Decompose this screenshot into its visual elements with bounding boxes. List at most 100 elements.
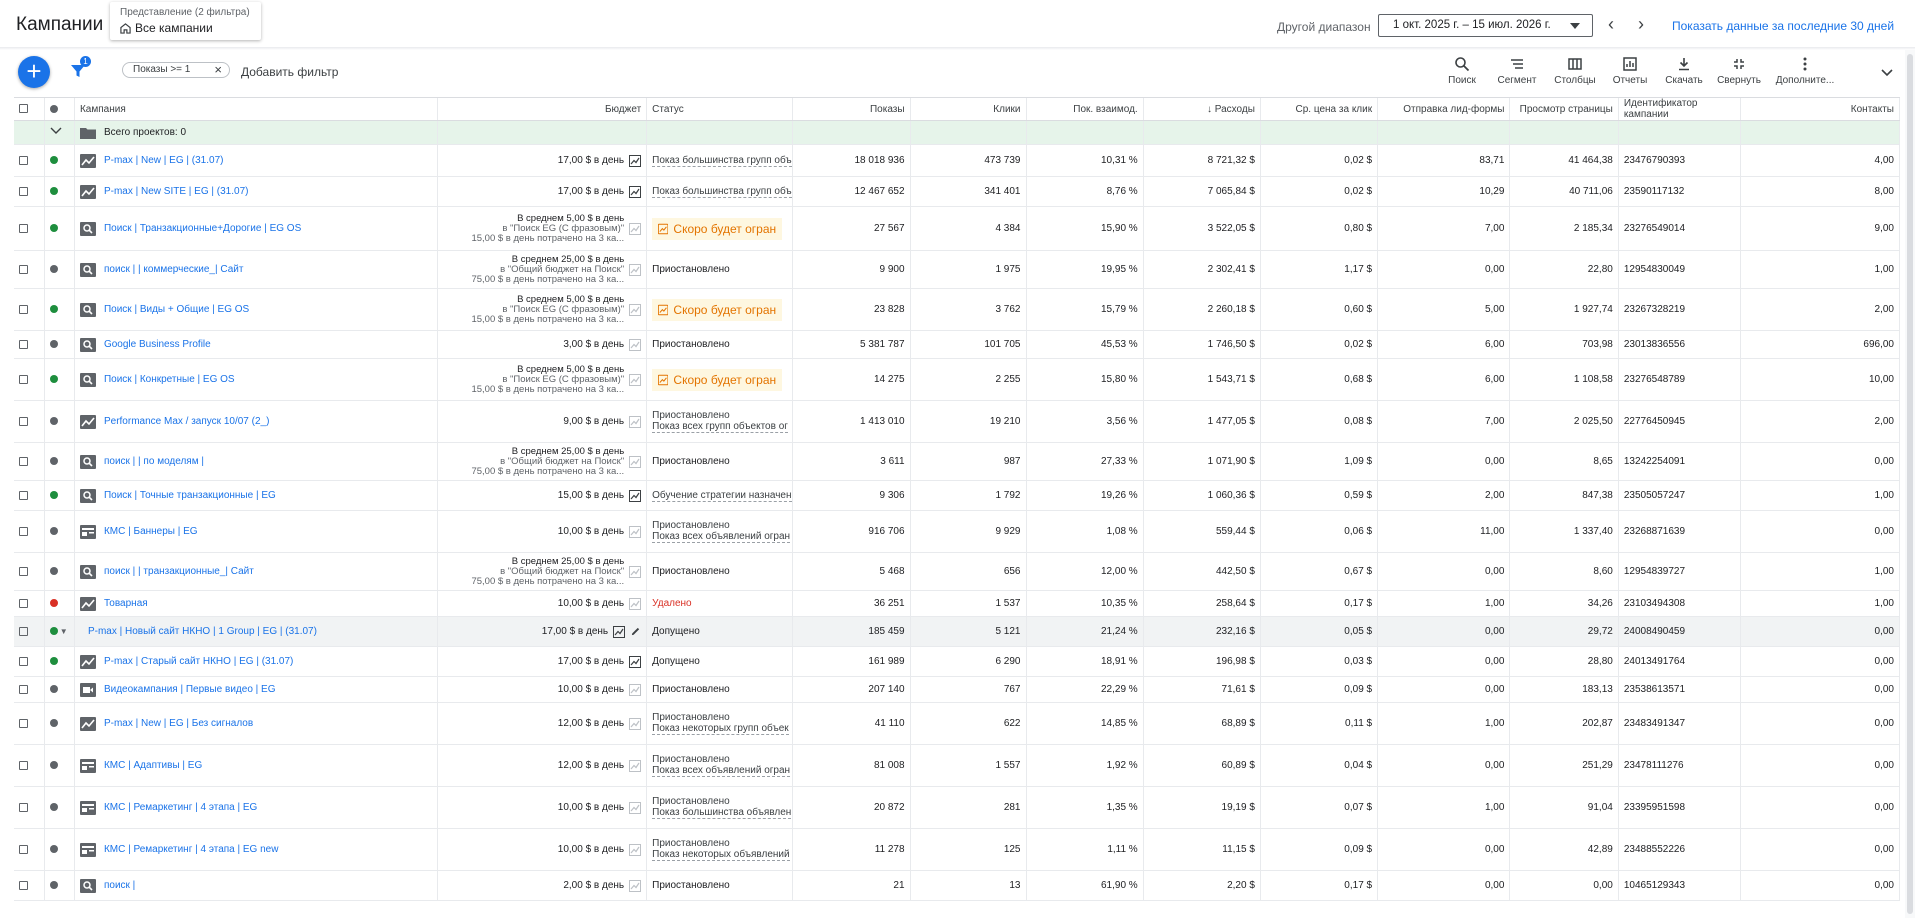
row-checkbox-cell[interactable] bbox=[14, 250, 45, 289]
budget-trend-icon[interactable] bbox=[629, 303, 642, 316]
expand-cell[interactable] bbox=[44, 120, 75, 145]
row-checkbox-cell[interactable] bbox=[14, 552, 45, 591]
budget-trend-icon[interactable] bbox=[629, 565, 642, 578]
budget-trend-icon[interactable] bbox=[629, 185, 642, 198]
row-checkbox[interactable] bbox=[19, 760, 28, 770]
table-row[interactable]: Поиск | Точные транзакционные | EG 15,00 … bbox=[14, 480, 1900, 511]
budget-trend-icon[interactable] bbox=[629, 683, 642, 696]
budget-trend-icon[interactable] bbox=[629, 655, 642, 668]
status-dot-icon[interactable] bbox=[49, 685, 58, 694]
status-dot-icon[interactable] bbox=[49, 491, 58, 500]
row-checkbox-cell[interactable] bbox=[14, 676, 45, 703]
add-button[interactable]: + bbox=[18, 56, 50, 88]
status-limited-badge[interactable]: Скоро будет огран bbox=[652, 368, 783, 391]
budget-trend-icon[interactable] bbox=[613, 625, 626, 638]
status-dot-icon[interactable] bbox=[49, 156, 58, 165]
campaign-link[interactable]: Поиск | Конкретные | EG OS bbox=[103, 374, 235, 385]
status-dot-icon[interactable] bbox=[49, 527, 58, 536]
row-status-cell[interactable] bbox=[44, 442, 75, 481]
scrollbar-thumb[interactable] bbox=[1907, 54, 1913, 914]
status-detail[interactable]: Показ всех объявлений огран bbox=[652, 531, 791, 543]
row-status-cell[interactable] bbox=[44, 786, 75, 829]
row-checkbox[interactable] bbox=[19, 566, 28, 576]
row-status-cell[interactable] bbox=[44, 144, 75, 177]
row-status-cell[interactable] bbox=[44, 552, 75, 591]
campaign-link[interactable]: КМС | Ремаркетинг | 4 этапа | EG bbox=[103, 802, 258, 813]
chevron-right-icon[interactable]: › bbox=[1638, 14, 1644, 34]
budget-trend-icon[interactable] bbox=[629, 154, 642, 167]
close-icon[interactable]: × bbox=[214, 62, 222, 77]
budget-trend-icon[interactable] bbox=[629, 263, 642, 276]
chevron-down-icon[interactable] bbox=[50, 126, 62, 136]
row-checkbox-cell[interactable] bbox=[14, 330, 45, 359]
campaign-link[interactable]: КМС | Баннеры | EG bbox=[103, 526, 198, 537]
row-status-cell[interactable] bbox=[44, 480, 75, 511]
row-checkbox[interactable] bbox=[19, 684, 28, 694]
status-dot-icon[interactable] bbox=[49, 305, 58, 314]
search-tool[interactable]: Поиск bbox=[1440, 49, 1484, 97]
row-checkbox[interactable] bbox=[19, 718, 28, 728]
table-row[interactable]: Поиск | Конкретные | EG OS В среднем 5,00… bbox=[14, 358, 1900, 401]
header-checkbox-cell[interactable] bbox=[14, 98, 45, 121]
table-row[interactable]: Google Business Profile 3,00 $ в день Прио… bbox=[14, 330, 1900, 359]
row-checkbox[interactable] bbox=[19, 223, 28, 233]
table-row[interactable]: P-max | New SITE | EG | (31.07) 17,00 $ в… bbox=[14, 176, 1900, 207]
row-status-cell[interactable] bbox=[44, 702, 75, 745]
col-campaign[interactable]: Кампания bbox=[74, 98, 438, 121]
status-detail[interactable]: Показ некоторых объявлений bbox=[652, 849, 790, 861]
table-row[interactable]: P-max | New | EG | Без сигналов 12,00 $ в… bbox=[14, 702, 1900, 745]
row-status-cell[interactable] bbox=[44, 400, 75, 443]
row-status-cell[interactable] bbox=[44, 176, 75, 207]
row-checkbox-cell[interactable] bbox=[14, 786, 45, 829]
view-selector[interactable]: Представление (2 фильтра) Все кампании bbox=[110, 2, 261, 40]
status-dot-icon[interactable] bbox=[49, 599, 58, 608]
budget-trend-icon[interactable] bbox=[629, 338, 642, 351]
row-checkbox[interactable] bbox=[19, 880, 28, 890]
status-dot-icon[interactable] bbox=[49, 761, 58, 770]
col-page-views[interactable]: Просмотр страницы bbox=[1509, 98, 1619, 121]
status-detail[interactable]: Показ некоторых групп объек bbox=[652, 723, 789, 735]
status-dot-icon[interactable] bbox=[49, 187, 58, 196]
chevron-down-icon[interactable] bbox=[1880, 65, 1894, 79]
campaign-link[interactable]: КМС | Адаптивы | EG bbox=[103, 760, 203, 771]
campaign-link[interactable]: Google Business Profile bbox=[103, 339, 211, 350]
col-status[interactable]: Статус bbox=[646, 98, 794, 121]
campaign-link[interactable]: поиск | | по моделям | bbox=[103, 456, 204, 467]
columns-tool[interactable]: Столбцы bbox=[1550, 49, 1600, 97]
campaign-link[interactable]: P-max | New | EG | (31.07) bbox=[103, 155, 224, 166]
budget-trend-icon[interactable] bbox=[629, 489, 642, 502]
campaign-link[interactable]: Поиск | Точные транзакционные | EG bbox=[103, 490, 276, 501]
row-checkbox[interactable] bbox=[19, 844, 28, 854]
status-dot-icon[interactable] bbox=[49, 567, 58, 576]
status-dot-icon[interactable] bbox=[49, 340, 58, 349]
row-status-cell[interactable] bbox=[44, 646, 75, 677]
status-dot-icon[interactable] bbox=[49, 224, 58, 233]
dropdown-caret-icon[interactable]: ▼ bbox=[59, 627, 68, 636]
row-checkbox-cell[interactable] bbox=[14, 510, 45, 553]
col-interaction-rate[interactable]: Пок. взаимод. bbox=[1026, 98, 1144, 121]
table-row[interactable]: ▼ P-max | Новый сайт НКНО | 1 Group | EG … bbox=[14, 616, 1900, 647]
budget-trend-icon[interactable] bbox=[629, 525, 642, 538]
table-row[interactable]: Видеокампания | Первые видео | EG 10,00 $… bbox=[14, 676, 1900, 703]
col-clicks[interactable]: Клики bbox=[910, 98, 1027, 121]
status-detail[interactable]: Показ большинства объявлен bbox=[652, 807, 792, 819]
status-text[interactable]: Показ большинства групп объ bbox=[652, 185, 792, 198]
col-campaign-id[interactable]: Идентификатор кампании bbox=[1618, 98, 1742, 121]
status-dot-icon[interactable] bbox=[49, 845, 58, 854]
status-detail[interactable]: Показ всех объявлений огран bbox=[652, 765, 791, 777]
row-status-cell[interactable] bbox=[44, 676, 75, 703]
row-checkbox[interactable] bbox=[19, 656, 28, 666]
row-status-cell[interactable] bbox=[44, 870, 75, 901]
campaign-link[interactable]: поиск | | транзакционные_| Сайт bbox=[103, 566, 254, 577]
table-row[interactable]: КМС | Ремаркетинг | 4 этапа | EG 10,00 $ … bbox=[14, 786, 1900, 829]
campaign-link[interactable]: поиск | bbox=[103, 880, 136, 891]
segment-tool[interactable]: Сегмент bbox=[1494, 49, 1540, 97]
campaign-link[interactable]: поиск | | коммерческие_| Сайт bbox=[103, 264, 244, 275]
status-dot-icon[interactable] bbox=[49, 627, 58, 636]
status-dot-icon[interactable] bbox=[49, 375, 58, 384]
campaign-link[interactable]: P-max | Новый сайт НКНО | 1 Group | EG |… bbox=[87, 626, 317, 637]
campaign-link[interactable]: Товарная bbox=[103, 598, 148, 609]
table-row[interactable]: Поиск | Виды + Общие | EG OS В среднем 5,… bbox=[14, 288, 1900, 331]
campaign-link[interactable]: Видеокампания | Первые видео | EG bbox=[103, 684, 276, 695]
col-cost[interactable]: ↓ Расходы bbox=[1143, 98, 1261, 121]
